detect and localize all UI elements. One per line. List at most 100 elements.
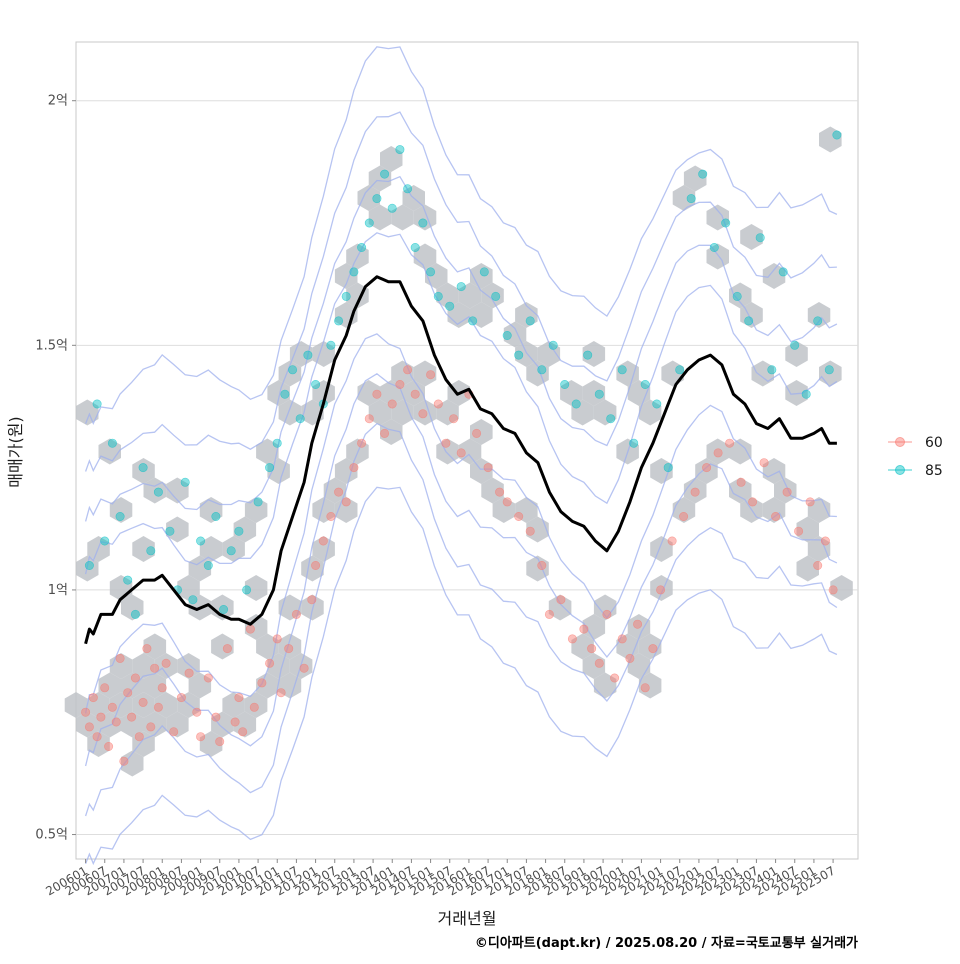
hexbin-cell	[402, 380, 425, 406]
point-series-85	[403, 184, 413, 194]
point-series-85	[272, 438, 282, 448]
point-series-85	[92, 399, 102, 409]
point-series-60	[265, 658, 275, 668]
point-series-85	[778, 267, 788, 277]
point-series-60	[748, 497, 758, 507]
hexbin-cell	[267, 458, 290, 484]
point-series-60	[192, 707, 202, 717]
point-series-60	[418, 409, 428, 419]
hexbin-cell	[177, 575, 200, 601]
y-tick-label: 1.5억	[35, 338, 68, 353]
hexbin-cell	[357, 185, 380, 211]
point-series-60	[357, 438, 367, 448]
point-series-60	[257, 678, 267, 688]
hexbin-cell	[312, 497, 335, 523]
hexbin-cell	[244, 692, 268, 718]
hexbin-cell	[256, 438, 279, 465]
point-series-85	[303, 350, 313, 360]
hexbin-cell	[762, 458, 786, 484]
point-series-85	[813, 316, 823, 326]
point-series-85	[253, 497, 263, 507]
point-series-60	[245, 624, 255, 634]
point-series-60	[111, 717, 121, 727]
point-series-85	[698, 169, 708, 179]
point-series-60	[230, 717, 240, 727]
point-series-85	[548, 340, 558, 350]
point-series-85	[372, 194, 382, 204]
hexbin-cell	[582, 341, 606, 367]
point-series-85	[349, 267, 359, 277]
hexbin-cell	[132, 536, 155, 562]
hexbin-cell	[729, 282, 752, 309]
point-series-60	[403, 365, 413, 375]
point-series-60	[667, 536, 677, 546]
y-axis-title: 매매가(원)	[6, 416, 25, 487]
hexbin-cell	[830, 575, 853, 601]
point-series-85	[790, 340, 800, 350]
point-series-60	[794, 526, 804, 536]
hexbin-cell	[740, 224, 763, 250]
point-series-60	[272, 634, 282, 644]
hexbin-cell	[526, 516, 549, 543]
hexbin-cell	[278, 672, 302, 699]
point-series-60	[537, 560, 547, 570]
hexbin-cell	[166, 516, 189, 543]
point-series-85	[387, 203, 397, 213]
point-series-60	[713, 448, 723, 458]
hexbin-cell	[436, 282, 459, 309]
density-contour	[84, 232, 838, 575]
point-series-85	[107, 438, 117, 448]
legend-label: 85	[925, 463, 943, 479]
hexbin-cell	[368, 165, 392, 192]
hexbin-cell	[143, 672, 167, 699]
hexbin-cell	[413, 243, 437, 270]
point-series-60	[119, 756, 129, 766]
point-series-85	[311, 379, 321, 389]
point-series-60	[633, 619, 643, 629]
point-series-60	[127, 712, 137, 722]
hexbin-cell	[560, 380, 583, 406]
hexbin-cell	[470, 458, 493, 484]
point-series-60	[169, 727, 179, 737]
point-series-60	[276, 688, 286, 698]
hexbin-cell	[76, 711, 99, 738]
hexbin-cell	[796, 516, 819, 543]
hexbin-cell	[650, 458, 673, 484]
point-series-85	[468, 316, 478, 326]
point-series-85	[525, 316, 535, 326]
hexbin-cell	[121, 672, 144, 699]
point-series-60	[307, 595, 317, 605]
hexbin-cell	[211, 711, 234, 738]
caption: ©디아파트(dapt.kr) / 2025.08.20 / 자료=국토교통부 실…	[475, 935, 858, 951]
point-series-60	[157, 683, 167, 693]
point-series-85	[265, 463, 275, 473]
hexbin-cell	[819, 126, 842, 153]
point-series-60	[544, 609, 554, 619]
point-series-85	[115, 511, 125, 521]
point-series-85	[832, 130, 842, 140]
hexbin-cell	[582, 614, 606, 640]
hexbin-cell	[413, 204, 437, 231]
point-series-85	[479, 267, 489, 277]
point-series-85	[180, 477, 190, 487]
point-series-60	[138, 697, 148, 707]
hexbin-cell	[706, 438, 729, 465]
point-series-60	[395, 379, 405, 389]
point-series-85	[357, 243, 367, 253]
hexbin-cell	[391, 204, 414, 231]
trend-layer	[84, 275, 837, 645]
hexbin-cell	[166, 711, 189, 738]
point-series-60	[625, 653, 635, 663]
point-series-60	[771, 511, 781, 521]
point-series-60	[782, 487, 792, 497]
point-series-85	[801, 389, 811, 399]
point-series-85	[288, 365, 298, 375]
hexbin-cell	[571, 633, 594, 660]
point-series-60	[299, 663, 309, 673]
point-series-60	[759, 458, 769, 468]
hexbin-cell	[334, 458, 358, 484]
point-series-85	[537, 365, 547, 375]
hexbin-cell	[132, 653, 155, 679]
point-series-85	[502, 330, 512, 340]
point-series-60	[372, 389, 382, 399]
